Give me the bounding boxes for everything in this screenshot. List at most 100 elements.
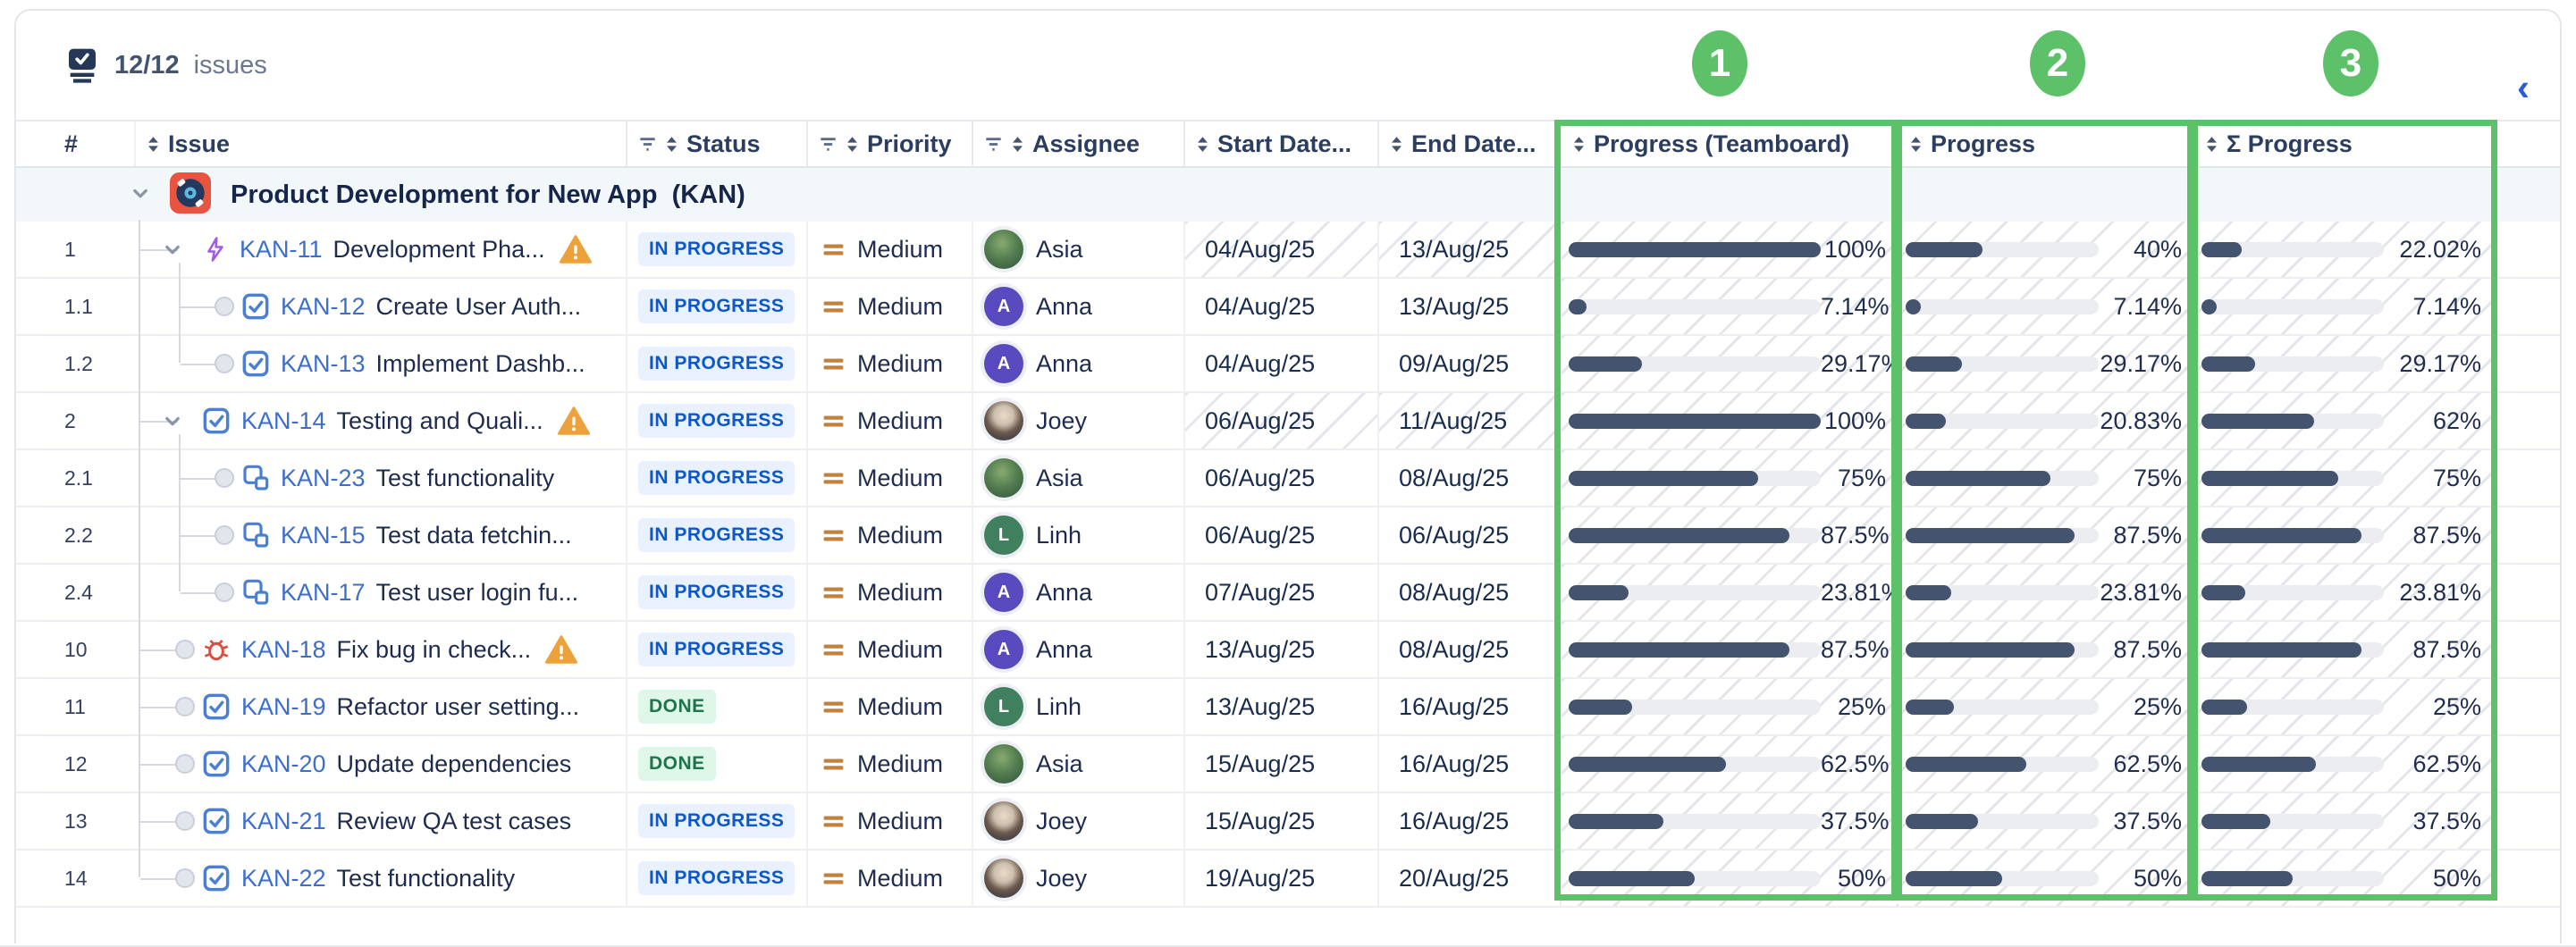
status-cell[interactable]: IN PROGRESS: [627, 793, 808, 849]
table-row[interactable]: 2 KAN-14 Testing and Quali... IN PROGRES…: [16, 393, 2560, 450]
assignee-cell[interactable]: Joey: [973, 393, 1185, 448]
column-header-assignee[interactable]: Assignee: [973, 122, 1185, 166]
end-date-cell[interactable]: 16/Aug/25: [1379, 736, 1562, 792]
priority-cell[interactable]: Medium: [808, 279, 973, 334]
sort-icon[interactable]: [1196, 136, 1209, 153]
filter-icon[interactable]: [819, 136, 838, 153]
sort-icon-slot[interactable]: [1390, 136, 1403, 153]
sort-icon-slot[interactable]: [147, 136, 160, 153]
expand-chevron-icon[interactable]: [159, 407, 186, 439]
assignee-cell[interactable]: A Anna: [973, 279, 1185, 334]
assignee-cell[interactable]: Asia: [973, 222, 1185, 277]
issue-cell[interactable]: KAN-12 Create User Auth...: [136, 279, 627, 334]
start-date-cell[interactable]: 06/Aug/25: [1185, 393, 1379, 448]
status-cell[interactable]: IN PROGRESS: [627, 222, 808, 277]
assignee-cell[interactable]: Asia: [973, 450, 1185, 506]
assignee-cell[interactable]: A Anna: [973, 336, 1185, 391]
table-row[interactable]: 12 KAN-20 Update dependencies DONE Mediu…: [16, 736, 2560, 793]
issue-key-link[interactable]: KAN-13: [281, 349, 366, 377]
table-row[interactable]: 11 KAN-19 Refactor user setting... DONE …: [16, 679, 2560, 736]
issue-cell[interactable]: KAN-17 Test user login fu...: [136, 565, 627, 620]
sort-icon[interactable]: [1909, 136, 1923, 153]
status-cell[interactable]: IN PROGRESS: [627, 336, 808, 391]
sort-icon[interactable]: [1390, 136, 1403, 153]
priority-cell[interactable]: Medium: [808, 622, 973, 677]
column-header-end[interactable]: End Date...: [1379, 122, 1562, 166]
status-cell[interactable]: IN PROGRESS: [627, 851, 808, 906]
status-cell[interactable]: IN PROGRESS: [627, 279, 808, 334]
priority-cell[interactable]: Medium: [808, 450, 973, 506]
end-date-cell[interactable]: 16/Aug/25: [1379, 793, 1562, 849]
end-date-cell[interactable]: 08/Aug/25: [1379, 622, 1562, 677]
sort-icon-slot[interactable]: [665, 136, 678, 153]
issue-cell[interactable]: KAN-14 Testing and Quali...: [136, 393, 627, 448]
start-date-cell[interactable]: 13/Aug/25: [1185, 622, 1379, 677]
start-date-cell[interactable]: 15/Aug/25: [1185, 793, 1379, 849]
sort-icon[interactable]: [665, 136, 678, 153]
priority-cell[interactable]: Medium: [808, 336, 973, 391]
column-header-issue[interactable]: Issue: [136, 122, 627, 166]
issue-key-link[interactable]: KAN-23: [281, 464, 366, 491]
start-date-cell[interactable]: 06/Aug/25: [1185, 450, 1379, 506]
sort-icon[interactable]: [1011, 136, 1024, 153]
collapse-panel-chevron[interactable]: ‹: [2517, 66, 2530, 108]
chevron-down-icon[interactable]: [127, 180, 154, 206]
sort-icon[interactable]: [2205, 136, 2218, 153]
column-header-priority[interactable]: Priority: [808, 122, 973, 166]
sort-icon-slot[interactable]: [1011, 136, 1024, 153]
sort-icon-slot[interactable]: [1909, 136, 1923, 153]
start-date-cell[interactable]: 04/Aug/25: [1185, 279, 1379, 334]
priority-cell[interactable]: Medium: [808, 851, 973, 906]
start-date-cell[interactable]: 04/Aug/25: [1185, 222, 1379, 277]
end-date-cell[interactable]: 16/Aug/25: [1379, 679, 1562, 734]
status-cell[interactable]: IN PROGRESS: [627, 393, 808, 448]
issue-key-link[interactable]: KAN-11: [240, 235, 323, 263]
filter-icon-slot[interactable]: [819, 136, 838, 153]
assignee-cell[interactable]: A Anna: [973, 622, 1185, 677]
priority-cell[interactable]: Medium: [808, 565, 973, 620]
table-row[interactable]: 2.2 KAN-15 Test data fetchin... IN PROGR…: [16, 507, 2560, 565]
sort-icon[interactable]: [846, 136, 859, 153]
issue-key-link[interactable]: KAN-22: [241, 864, 326, 892]
issue-key-link[interactable]: KAN-18: [241, 635, 326, 663]
issue-cell[interactable]: KAN-23 Test functionality: [136, 450, 627, 506]
start-date-cell[interactable]: 15/Aug/25: [1185, 736, 1379, 792]
start-date-cell[interactable]: 06/Aug/25: [1185, 507, 1379, 563]
end-date-cell[interactable]: 08/Aug/25: [1379, 565, 1562, 620]
sort-icon[interactable]: [1572, 136, 1586, 153]
sort-icon[interactable]: [147, 136, 160, 153]
assignee-cell[interactable]: A Anna: [973, 565, 1185, 620]
issue-key-link[interactable]: KAN-12: [281, 292, 366, 320]
chevron-down-icon[interactable]: [159, 407, 186, 434]
assignee-cell[interactable]: L Linh: [973, 507, 1185, 563]
table-row[interactable]: 2.1 KAN-23 Test functionality IN PROGRES…: [16, 450, 2560, 507]
filter-icon[interactable]: [984, 136, 1003, 153]
group-expand-chevron-icon[interactable]: [127, 180, 154, 211]
filter-icon-slot[interactable]: [984, 136, 1003, 153]
priority-cell[interactable]: Medium: [808, 736, 973, 792]
table-row[interactable]: 1.1 KAN-12 Create User Auth... IN PROGRE…: [16, 279, 2560, 336]
status-cell[interactable]: DONE: [627, 679, 808, 734]
table-row[interactable]: 2.4 KAN-17 Test user login fu... IN PROG…: [16, 565, 2560, 622]
issue-cell[interactable]: KAN-15 Test data fetchin...: [136, 507, 627, 563]
start-date-cell[interactable]: 04/Aug/25: [1185, 336, 1379, 391]
issue-key-link[interactable]: KAN-15: [281, 521, 366, 549]
start-date-cell[interactable]: 13/Aug/25: [1185, 679, 1379, 734]
priority-cell[interactable]: Medium: [808, 393, 973, 448]
column-header-start[interactable]: Start Date...: [1185, 122, 1379, 166]
status-cell[interactable]: IN PROGRESS: [627, 565, 808, 620]
status-cell[interactable]: IN PROGRESS: [627, 622, 808, 677]
issue-cell[interactable]: KAN-21 Review QA test cases: [136, 793, 627, 849]
issue-cell[interactable]: KAN-11 Development Pha...: [136, 222, 627, 277]
expand-chevron-icon[interactable]: [159, 236, 186, 267]
end-date-cell[interactable]: 13/Aug/25: [1379, 222, 1562, 277]
issue-cell[interactable]: KAN-18 Fix bug in check...: [136, 622, 627, 677]
issue-key-link[interactable]: KAN-14: [241, 406, 326, 434]
end-date-cell[interactable]: 09/Aug/25: [1379, 336, 1562, 391]
column-header-status[interactable]: Status: [627, 122, 808, 166]
issue-key-link[interactable]: KAN-20: [241, 750, 326, 777]
table-row[interactable]: 13 KAN-21 Review QA test cases IN PROGRE…: [16, 793, 2560, 851]
issue-cell[interactable]: KAN-20 Update dependencies: [136, 736, 627, 792]
issue-key-link[interactable]: KAN-17: [281, 578, 366, 606]
start-date-cell[interactable]: 07/Aug/25: [1185, 565, 1379, 620]
